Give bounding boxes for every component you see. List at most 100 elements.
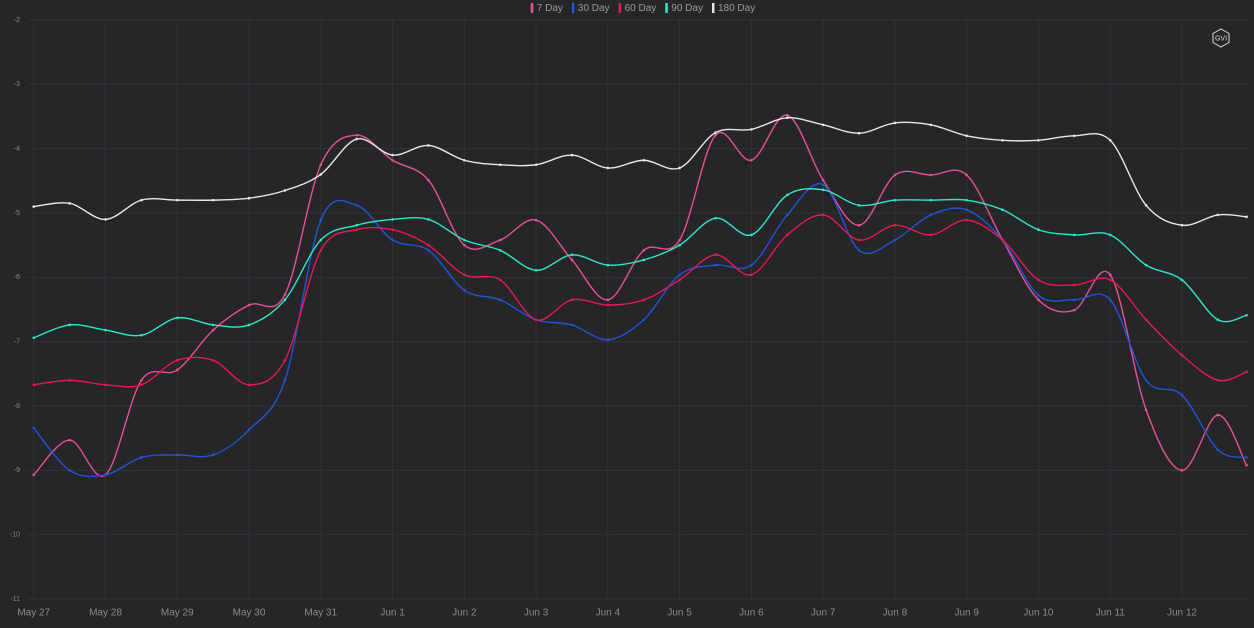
data-point: [1216, 448, 1220, 452]
data-point: [929, 233, 933, 237]
legend: 7 Day 30 Day 60 Day 90 Day 180 Day: [530, 3, 755, 14]
data-point: [750, 273, 753, 277]
data-point: [283, 359, 287, 362]
data-point: [498, 163, 502, 167]
data-point: [247, 196, 251, 200]
y-tick-label: -3: [14, 81, 20, 88]
data-point: [1144, 408, 1148, 412]
x-tick-label: Jun 10: [1023, 608, 1053, 619]
data-point: [1216, 318, 1220, 322]
data-point: [211, 359, 215, 362]
x-tick-label: Jun 2: [452, 608, 477, 619]
legend-swatch: [571, 3, 575, 13]
data-point: [642, 318, 646, 322]
data-point: [427, 243, 430, 247]
data-point: [319, 249, 323, 252]
data-point: [534, 318, 538, 322]
data-point: [175, 198, 179, 202]
data-point: [140, 456, 143, 459]
legend-item: 90 Day: [665, 3, 703, 14]
data-point: [1245, 456, 1248, 459]
logo: GVI: [1212, 28, 1230, 48]
data-point: [1073, 283, 1076, 287]
data-point: [1037, 228, 1040, 232]
data-point: [1073, 134, 1076, 138]
data-point: [391, 238, 394, 242]
data-point: [1216, 213, 1220, 217]
data-point: [32, 383, 36, 387]
data-point: [1037, 139, 1040, 142]
data-point: [785, 213, 789, 217]
data-point: [211, 323, 215, 327]
data-point: [498, 238, 502, 242]
data-point: [1216, 378, 1220, 382]
data-point: [570, 258, 574, 262]
x-tick-label: May 31: [304, 608, 337, 619]
data-point: [319, 218, 323, 222]
data-point: [785, 116, 789, 120]
data-point: [606, 263, 610, 267]
data-point: [283, 298, 287, 302]
data-point: [1245, 313, 1248, 317]
data-point: [857, 249, 861, 252]
data-point: [247, 428, 251, 432]
legend-swatch: [530, 3, 534, 13]
data-point: [857, 203, 861, 207]
data-point: [1245, 463, 1248, 467]
series-line: [33, 214, 1247, 388]
data-point: [1108, 233, 1112, 237]
data-point: [355, 223, 358, 227]
data-point: [104, 328, 107, 332]
data-point: [68, 378, 71, 382]
data-point: [283, 189, 287, 192]
data-point: [750, 263, 753, 267]
data-point: [678, 273, 681, 277]
legend-label: 60 Day: [625, 3, 657, 14]
data-point: [1001, 238, 1004, 242]
data-point: [893, 173, 897, 177]
data-point: [1144, 263, 1148, 267]
data-point: [857, 131, 861, 135]
data-point: [821, 213, 825, 217]
x-tick-label: May 28: [89, 608, 122, 619]
data-point: [678, 238, 681, 242]
data-point: [606, 298, 610, 302]
data-point: [570, 253, 574, 257]
x-tick-label: Jun 1: [380, 608, 405, 619]
x-tick-label: May 29: [161, 608, 194, 619]
data-point: [1108, 298, 1112, 302]
x-tick-label: Jun 4: [596, 608, 621, 619]
data-point: [965, 218, 968, 222]
legend-label: 7 Day: [537, 3, 563, 14]
data-point: [750, 128, 753, 131]
legend-item: 180 Day: [711, 3, 755, 14]
data-point: [104, 383, 107, 387]
data-point: [642, 158, 646, 162]
data-point: [965, 173, 968, 177]
data-point: [821, 178, 825, 182]
data-point: [140, 333, 143, 337]
data-point: [68, 323, 71, 327]
data-point: [570, 323, 574, 327]
data-point: [570, 153, 574, 157]
data-point: [498, 249, 502, 252]
data-point: [1144, 203, 1148, 207]
data-point: [463, 273, 466, 277]
data-point: [463, 158, 466, 162]
data-point: [1144, 378, 1148, 382]
data-point: [1180, 278, 1184, 282]
data-point: [247, 383, 251, 387]
data-point: [175, 316, 179, 320]
legend-label: 180 Day: [718, 3, 755, 14]
data-point: [427, 218, 430, 221]
x-tick-label: Jun 3: [524, 608, 549, 619]
data-point: [463, 288, 466, 292]
data-point: [211, 198, 215, 202]
data-point: [1108, 139, 1112, 142]
legend-label: 30 Day: [578, 3, 610, 14]
data-point: [355, 203, 358, 207]
data-point: [965, 134, 968, 138]
x-tick-label: Jun 5: [667, 608, 692, 619]
data-point: [678, 278, 681, 282]
